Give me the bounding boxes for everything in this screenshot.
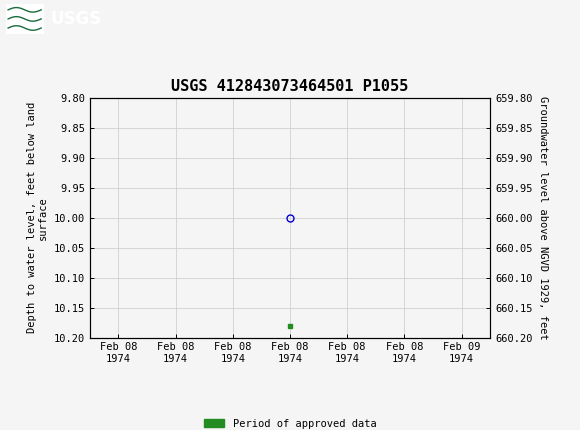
Bar xyxy=(6,4,44,34)
Legend: Period of approved data: Period of approved data xyxy=(200,415,380,430)
Y-axis label: Depth to water level, feet below land
surface: Depth to water level, feet below land su… xyxy=(27,102,48,333)
Y-axis label: Groundwater level above NGVD 1929, feet: Groundwater level above NGVD 1929, feet xyxy=(538,96,548,340)
Text: USGS 412843073464501 P1055: USGS 412843073464501 P1055 xyxy=(171,79,409,94)
Text: USGS: USGS xyxy=(50,10,102,28)
